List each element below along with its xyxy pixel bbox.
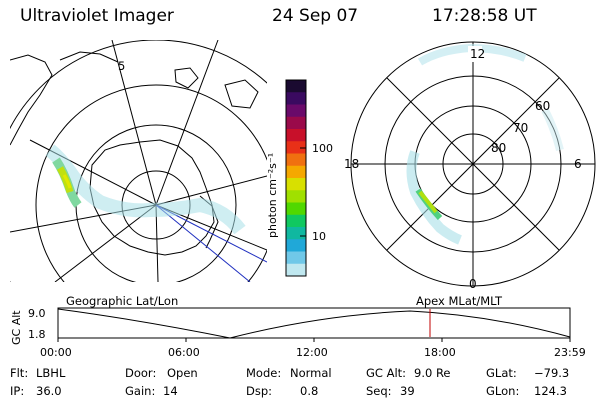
dsp-label: Dsp:	[246, 384, 273, 398]
mlat-label-60: 60	[535, 99, 550, 113]
timeline-y-label: GC Alt	[10, 310, 23, 345]
africa-outline	[174, 67, 199, 89]
seq-value: 39	[400, 384, 415, 398]
mode-value: Normal	[290, 366, 332, 380]
header-date: 24 Sep 07	[272, 6, 359, 26]
page-title: Ultraviolet Imager	[20, 6, 174, 26]
colorbar-segment	[286, 104, 306, 118]
timeline-y-tick-top: 9.0	[28, 307, 46, 320]
mlat-label-70: 70	[513, 121, 528, 135]
colorbar-segment	[286, 129, 306, 142]
header-time: 17:28:58 UT	[432, 6, 537, 26]
altitude-curve	[57, 308, 571, 339]
colorbar-segment	[286, 227, 306, 240]
lat-circle-outer	[35, 84, 267, 282]
filter-label: Flt:	[10, 366, 29, 380]
timeline-x-tick-3: 18:00	[424, 346, 456, 359]
timeline-x-tick-0: 00:00	[40, 346, 72, 359]
mlat-label-80: 80	[491, 141, 506, 155]
colorbar-segment	[286, 116, 306, 130]
gcalt-label: GC Alt:	[366, 366, 407, 380]
magnetic-coord-label: Apex MLat/MLT	[416, 294, 503, 308]
glon-value: 124.3	[534, 384, 567, 398]
glon-label: GLon:	[486, 384, 520, 398]
mlt-label-0: 0	[469, 277, 477, 291]
ip-label: IP:	[10, 384, 25, 398]
dsp-value: 0.8	[300, 384, 319, 398]
coast-north	[59, 51, 119, 63]
colorbar-segment	[286, 165, 306, 179]
south-america-outline	[10, 54, 53, 146]
colorbar-segment	[286, 202, 306, 216]
glat-value: −79.3	[534, 366, 570, 380]
colorbar-segment	[286, 92, 306, 105]
colorbar-segment	[286, 214, 306, 228]
map-grid-label: 5	[118, 59, 125, 73]
colorbar-segment	[286, 153, 306, 167]
timeline-x-tick-2: 12:00	[296, 346, 328, 359]
colorbar-tick-10: 10	[312, 230, 326, 243]
filter-value: LBHL	[36, 366, 66, 380]
colorbar-segment	[286, 190, 306, 203]
door-value: Open	[167, 366, 198, 380]
colorbar-segment	[286, 239, 306, 252]
colorbar-segment	[286, 80, 306, 93]
colorbar-segment	[286, 178, 306, 191]
seq-label: Seq:	[366, 384, 392, 398]
gcalt-value: 9.0 Re	[414, 366, 451, 380]
door-label: Door:	[125, 366, 157, 380]
glat-label: GLat:	[486, 366, 517, 380]
gain-label: Gain:	[125, 384, 156, 398]
colorbar-segment	[286, 141, 306, 154]
mlt-label-6: 6	[574, 157, 582, 171]
mode-label: Mode:	[246, 366, 282, 380]
timeline-y-tick-bottom: 1.8	[28, 328, 46, 341]
mlt-label-12: 12	[470, 47, 485, 61]
timeline-x-tick-1: 06:00	[168, 346, 200, 359]
timeline-x-tick-4: 23:59	[554, 346, 586, 359]
colorbar-tick-100: 100	[312, 142, 333, 155]
australia-outline	[224, 79, 259, 109]
geographic-coord-label: Geographic Lat/Lon	[66, 294, 179, 308]
aurora-bright-right	[418, 190, 438, 214]
antarctica-outline	[89, 139, 215, 256]
ip-value: 36.0	[36, 384, 62, 398]
colorbar-unit-label: photon cm⁻²s⁻¹	[266, 153, 279, 238]
colorbar-segment	[286, 251, 306, 265]
mlt-label-18: 18	[344, 157, 359, 171]
gain-value: 14	[163, 384, 178, 398]
colorbar-segment	[286, 263, 306, 277]
